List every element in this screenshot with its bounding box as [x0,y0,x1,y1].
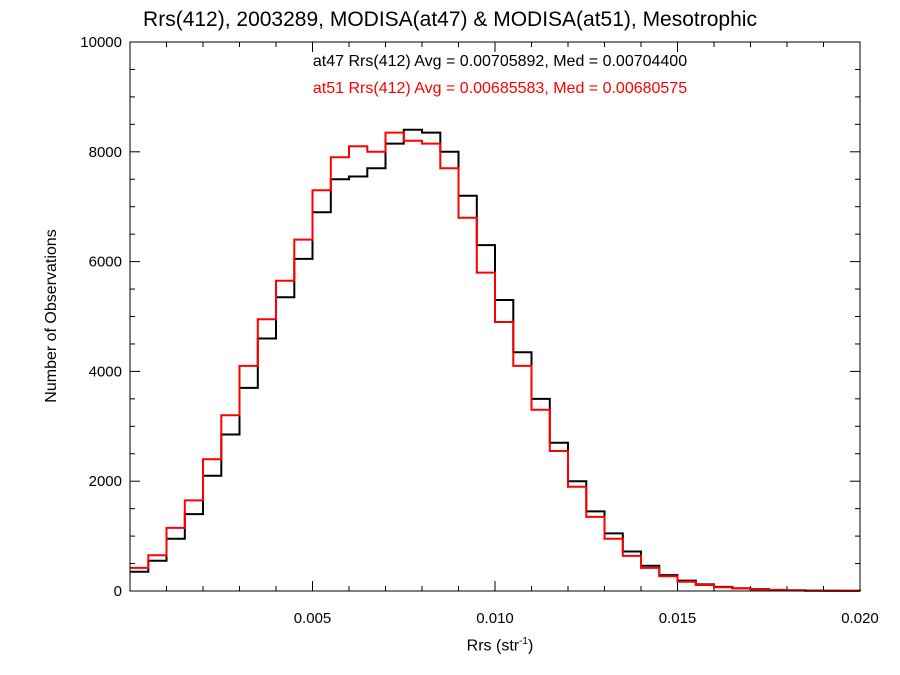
y-tick-label: 6000 [89,254,122,271]
x-tick-label: 0.005 [294,610,332,627]
x-axis-label-exponent: -1 [519,636,528,647]
x-axis-label-text: Rrs (str [466,637,520,655]
x-axis-label: Rrs (str-1) [0,636,900,655]
y-axis-label: Number of Observations [43,229,60,403]
series-layer [130,128,861,592]
x-tick-label: 0.010 [476,610,514,627]
x-axis-label-suffix: ) [528,637,534,655]
series-at51-line [130,131,860,592]
y-tick-label: 10000 [80,34,122,51]
series-at47-stats: at47 Rrs(412) Avg = 0.00705892, Med = 0.… [312,53,688,70]
series-at47-line [130,128,861,592]
x-tick-label: 0.015 [659,610,697,627]
y-tick-label: 0 [114,583,122,600]
x-tick-label: 0.020 [841,610,879,627]
series-at51-stats: at51 Rrs(412) Avg = 0.00685583, Med = 0.… [312,80,688,97]
y-tick-label: 2000 [89,473,122,490]
plot-frame [129,41,861,592]
y-tick-label: 8000 [89,144,122,161]
y-tick-label: 4000 [89,363,122,380]
tick-layer: 0.005 0.010 0.015 0.020 0 2000 4000 6000 8000 100… [80,34,878,627]
chart-title: Rrs(412), 2003289, MODISA(at47) & MODISA… [143,8,757,31]
